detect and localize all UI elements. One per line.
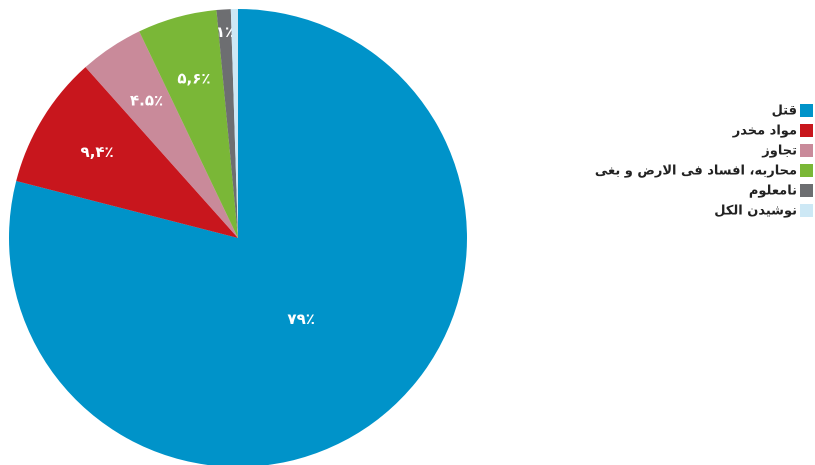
legend-swatch — [800, 184, 813, 197]
legend-swatch — [800, 124, 813, 137]
legend-label: قتل — [772, 104, 797, 119]
legend-label: محاربه، افساد فی الارض و بغی — [595, 164, 797, 179]
pie-slice — [85, 31, 239, 239]
slice-label: ۷۹٪ — [287, 310, 314, 328]
slice-label: ۹,۴٪ — [81, 143, 114, 161]
legend-swatch — [800, 204, 813, 217]
pie-slice — [216, 9, 238, 239]
legend-label: تجاوز — [761, 144, 797, 159]
slice-label: ۱٪ — [216, 23, 234, 41]
legend-label: نوشیدن الکل — [714, 204, 797, 219]
pie-slice — [230, 9, 238, 238]
slice-label: ۴.۵٪ — [130, 91, 163, 109]
legend-swatch — [800, 164, 813, 177]
pie-slice — [9, 9, 467, 465]
legend-swatch — [800, 144, 813, 157]
pie-slice — [139, 10, 238, 238]
legend-label: نامعلوم — [749, 184, 797, 199]
pie-slice — [16, 67, 238, 239]
legend-swatch — [800, 104, 813, 117]
slice-label: ۵,۶٪ — [177, 70, 210, 88]
legend-label: مواد مخدر — [732, 124, 797, 139]
